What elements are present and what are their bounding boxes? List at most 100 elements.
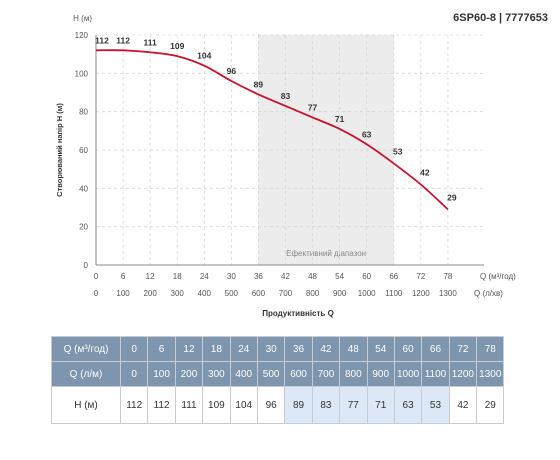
table-cell: 54 [366,336,395,362]
x-tick-label-primary: 30 [227,272,236,281]
data-point-label: 42 [420,168,430,178]
table-cell: 400 [229,361,258,387]
x-tick-label-secondary: 1100 [385,289,403,298]
x-tick-label-primary: 24 [200,272,209,281]
table-cell: 1100 [421,361,450,387]
y-tick-label: 80 [79,108,88,117]
head-curve-line [95,49,449,211]
x-tick-label-primary: 54 [335,272,344,281]
table-cell: 300 [202,361,231,387]
x-tick-label-secondary: 500 [225,289,239,298]
table-cell: 71 [366,386,395,424]
table-cell: 12 [174,336,204,362]
table-cell: 6 [147,336,176,362]
data-point-label: 83 [281,91,291,101]
x-tick-label-primary: 66 [389,272,398,281]
y-axis-label: Створюваний напір H (м) [55,103,64,197]
data-point-label: 96 [227,66,237,76]
table-cell: 72 [448,336,478,362]
x-axis-unit-primary: Q (м³/год) [480,272,516,281]
table-cell: 200 [174,361,204,387]
data-point-label: 112 [116,35,130,45]
y-axis-unit-label: H (м) [73,14,92,23]
x-tick-label-secondary: 400 [198,289,212,298]
x-tick-label-primary: 6 [121,272,126,281]
table-cell: 29 [476,386,505,424]
data-point-label: 71 [335,114,345,124]
table-row: Q (л/м) 0 100 200 300 400 500 600 700 800 900 1000 1… [51,361,505,387]
x-tick-label-secondary: 1300 [439,289,457,298]
table-cell: 800 [339,361,368,387]
table-cell: 1000 [393,361,423,387]
table-cell: 1200 [448,361,478,387]
x-axis-unit-secondary: Q (л/хв) [474,289,503,298]
x-tick-label-secondary: 100 [116,289,130,298]
table-cell: 48 [339,336,368,362]
table-cell: 83 [311,386,341,424]
table-cell: 53 [421,386,450,424]
y-tick-label: 60 [79,146,88,155]
table-cell: 104 [229,386,258,424]
table-cell: 30 [256,336,286,362]
table-row: H (м) 112 112 111 109 104 96 89 83 77 71 63 53 42 29 [51,386,505,424]
x-tick-label-secondary: 900 [333,289,347,298]
x-tick-label-secondary: 200 [143,289,157,298]
x-tick-label-secondary: 800 [306,289,320,298]
table-row: Q (м³/год) 0 6 12 18 24 30 36 42 48 54 60 66 72 78 [51,336,505,362]
x-tick-label-primary: 42 [281,272,290,281]
table-cell: 89 [284,386,313,424]
table-cell: 18 [202,336,231,362]
data-point-label: 89 [254,79,264,89]
table-cell: 500 [256,361,286,387]
x-tick-label-primary: 78 [443,272,452,281]
x-tick-label-primary: 36 [254,272,263,281]
table-cell: 109 [202,386,231,424]
x-tick-label-primary: 60 [362,272,371,281]
x-tick-label-primary: 48 [308,272,317,281]
data-point-label: 53 [393,146,403,156]
table-cell: 100 [147,361,176,387]
table-cell: 66 [421,336,450,362]
table-cell: 1300 [476,361,505,387]
data-point-label: 29 [447,192,457,202]
x-tick-label-secondary: 0 [94,289,99,298]
y-tick-label: 40 [79,184,88,193]
table-cell: 96 [256,386,286,424]
table-cell: 60 [393,336,423,362]
x-tick-label-primary: 0 [94,272,99,281]
x-axis-label: Продуктивність Q [262,309,334,318]
table-cell: 0 [119,336,149,362]
y-tick-label: 20 [79,223,88,232]
table-cell: 77 [339,386,368,424]
table-cell: 42 [311,336,341,362]
x-tick-label-secondary: 700 [279,289,293,298]
table-cell: 78 [476,336,505,362]
table-row-header: Q (м³/год) [51,336,121,362]
table-cell: 0 [119,361,149,387]
y-tick-label: 120 [75,31,89,40]
table-cell: 111 [174,386,204,424]
x-tick-label-primary: 72 [416,272,425,281]
table-cell: 24 [229,336,258,362]
table-cell: 600 [284,361,313,387]
x-tick-label-primary: 12 [146,272,155,281]
table-cell: 63 [393,386,423,424]
table-cell: 112 [147,386,176,424]
data-point-label: 111 [144,37,158,47]
x-tick-label-secondary: 600 [252,289,266,298]
data-point-label: 77 [308,102,318,112]
table-cell: 700 [311,361,341,387]
data-point-label: 112 [95,35,109,45]
chart-title: 6SP60-8 | 7777653 [453,12,548,24]
table-cell: 112 [119,386,149,424]
efficient-range-label: Ефективний діапазон [286,249,366,258]
y-tick-label: 0 [84,261,89,270]
data-point-label: 63 [362,129,372,139]
data-point-label: 104 [197,51,211,61]
x-tick-label-primary: 18 [173,272,182,281]
x-tick-label-secondary: 300 [171,289,185,298]
table-row-header: H (м) [51,386,121,424]
x-tick-label-secondary: 1200 [412,289,430,298]
y-tick-label: 100 [75,69,89,78]
